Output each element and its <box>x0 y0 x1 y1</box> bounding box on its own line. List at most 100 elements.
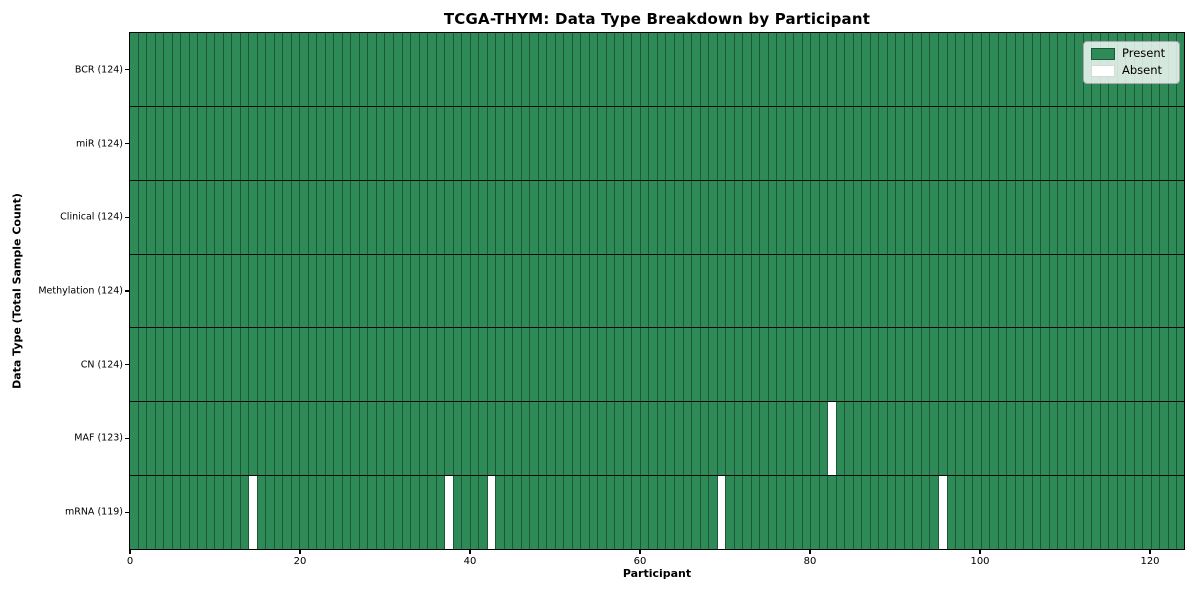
heatmap-cell-present <box>733 33 743 106</box>
heatmap-cell-present <box>997 106 1007 180</box>
heatmap-cell-present <box>861 106 870 180</box>
heatmap-cell-present <box>716 180 726 254</box>
heatmap-cell-present <box>529 180 538 254</box>
heatmap-cell-present <box>130 254 138 328</box>
heatmap-cell-present <box>563 33 572 106</box>
heatmap-cell-present <box>989 33 998 106</box>
heatmap-cell-present <box>1031 106 1041 180</box>
heatmap-cell-present <box>248 328 257 402</box>
heatmap-cell-present <box>639 254 649 328</box>
heatmap-cell-present <box>1006 180 1015 254</box>
heatmap-cell-present <box>478 402 487 476</box>
heatmap-cell-present <box>418 180 428 254</box>
heatmap-cell-present <box>937 254 947 328</box>
heatmap-cell-present <box>290 328 300 402</box>
heatmap-cell-present <box>895 402 904 476</box>
heatmap-cell-present <box>784 180 794 254</box>
heatmap-cell-present <box>350 33 359 106</box>
heatmap-cell-present <box>316 180 325 254</box>
heatmap-cell-present <box>622 33 632 106</box>
heatmap-cell-present <box>955 33 964 106</box>
heatmap-cell-present <box>375 476 385 550</box>
heatmap-cell-present <box>358 106 368 180</box>
y-tick-mark <box>125 290 129 292</box>
heatmap-cell-present <box>546 180 555 254</box>
heatmap-cell-present <box>486 33 496 106</box>
heatmap-cell-present <box>895 476 904 550</box>
heatmap-cell-present <box>759 328 768 402</box>
heatmap-cell-present <box>665 33 674 106</box>
heatmap-cell-present <box>886 476 896 550</box>
heatmap-cell-present <box>852 254 862 328</box>
heatmap-row-mrna <box>130 475 1185 550</box>
heatmap-cell-present <box>648 254 657 328</box>
x-tick-mark <box>469 550 471 554</box>
heatmap-cell-present <box>1065 106 1075 180</box>
heatmap-cell-present <box>333 106 342 180</box>
y-tick-mark <box>125 69 129 71</box>
x-tick-label: 120 <box>1140 556 1160 567</box>
heatmap-cell-present <box>384 33 393 106</box>
heatmap-cell-present <box>1133 402 1143 476</box>
heatmap-cell-present <box>708 106 717 180</box>
heatmap-cell-present <box>1142 476 1151 550</box>
heatmap-cell-present <box>1099 254 1109 328</box>
heatmap-cell-present <box>656 254 666 328</box>
heatmap-cell-present <box>648 328 657 402</box>
heatmap-cell-present <box>392 476 402 550</box>
heatmap-cell-present <box>699 180 709 254</box>
heatmap-cell-present <box>920 328 930 402</box>
heatmap-cell-present <box>427 328 436 402</box>
heatmap-cell-present <box>708 328 717 402</box>
legend-label-present: Present <box>1122 46 1166 61</box>
legend-item-absent: Absent <box>1091 65 1171 77</box>
heatmap-cell-present <box>435 106 445 180</box>
heatmap-cell-present <box>946 476 956 550</box>
heatmap-cell-present <box>222 33 232 106</box>
heatmap-cell-present <box>844 402 853 476</box>
heatmap-cell-present <box>299 402 308 476</box>
heatmap-cell-present <box>708 402 717 476</box>
heatmap-cell-present <box>1091 254 1100 328</box>
heatmap-cell-present <box>895 328 904 402</box>
heatmap-cell-present <box>427 33 436 106</box>
heatmap-cell-present <box>631 180 640 254</box>
heatmap-cell-present <box>188 476 198 550</box>
heatmap-cell-present <box>1091 106 1100 180</box>
heatmap-cell-present <box>1065 254 1075 328</box>
heatmap-cell-present <box>554 33 564 106</box>
heatmap-cell-present <box>844 254 853 328</box>
heatmap-cell-present <box>725 106 734 180</box>
heatmap-cell-present <box>1133 254 1143 328</box>
heatmap-cell-present <box>955 180 964 254</box>
heatmap-cell-present <box>801 254 811 328</box>
heatmap-cell-present <box>427 254 436 328</box>
heatmap-cell-present <box>410 476 419 550</box>
heatmap-cell-present <box>1133 476 1143 550</box>
heatmap-cell-present <box>989 254 998 328</box>
heatmap-cell-present <box>316 328 325 402</box>
heatmap-cell-present <box>537 476 547 550</box>
heatmap-cell-present <box>163 106 172 180</box>
heatmap-cell-present <box>282 476 291 550</box>
heatmap-cell-present <box>495 33 504 106</box>
heatmap-cell-present <box>878 254 887 328</box>
heatmap-cell-present <box>358 33 368 106</box>
heatmap-cell-present <box>316 33 325 106</box>
heatmap-cell-present <box>903 33 913 106</box>
heatmap-cell-present <box>333 476 342 550</box>
heatmap-cell-present <box>912 402 921 476</box>
heatmap-cell-present <box>614 476 623 550</box>
heatmap-cell-present <box>759 476 768 550</box>
heatmap-cell-present <box>154 254 164 328</box>
heatmap-cell-present <box>495 254 504 328</box>
heatmap-cell-present <box>180 328 189 402</box>
y-tick-label-cn: CN (124) <box>80 359 123 371</box>
heatmap-cell-present <box>844 476 853 550</box>
heatmap-cell-present <box>205 476 215 550</box>
heatmap-cell-present <box>937 106 947 180</box>
heatmap-cell-present <box>130 180 138 254</box>
heatmap-cell-present <box>784 106 794 180</box>
heatmap-cell-present <box>163 180 172 254</box>
heatmap-cell-present <box>1014 254 1024 328</box>
